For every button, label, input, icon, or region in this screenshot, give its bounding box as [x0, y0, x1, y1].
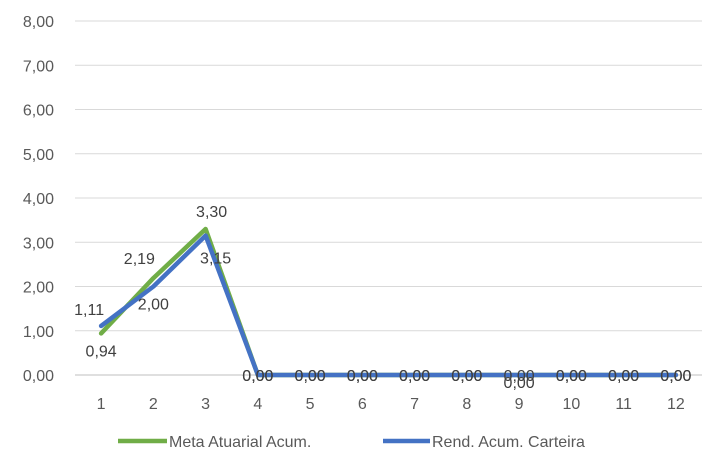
x-tick-label: 1: [97, 396, 106, 413]
data-label-meta: 0,00: [608, 368, 639, 385]
legend-label: Rend. Acum. Carteira: [432, 434, 585, 451]
data-label-rend: 0,00: [451, 368, 482, 385]
data-label-rend: 0,00: [399, 368, 430, 385]
data-label-meta: 0,00: [660, 368, 691, 385]
data-label-rend: 0,00: [556, 368, 587, 385]
data-label-meta: 2,19: [124, 251, 155, 268]
y-axis-ticks: 0,00 1,00 2,00 3,00 4,00 5,00 6,00 7,00 8,00: [23, 14, 54, 385]
y-tick-label: 3,00: [23, 235, 54, 252]
series-line-rend-carteira: [98, 233, 679, 378]
data-label-meta: 0,94: [86, 343, 117, 360]
data-label-rend: 0,00: [504, 368, 535, 385]
data-label-rend: 0,00: [347, 368, 378, 385]
data-label-meta: 0,00: [242, 368, 273, 385]
y-tick-label: 0,00: [23, 368, 54, 385]
x-tick-label: 11: [615, 396, 632, 413]
x-tick-label: 9: [515, 396, 524, 413]
x-axis-ticks: 1 2 3 4 5 6 7 8 9 10 11 12: [97, 396, 685, 413]
data-label-rend: 0,00: [242, 368, 273, 385]
y-tick-label: 4,00: [23, 191, 54, 208]
x-tick-label: 2: [149, 396, 158, 413]
data-label-meta: 0,00: [451, 368, 482, 385]
legend-label: Meta Atuarial Acum.: [169, 434, 311, 451]
y-tick-label: 8,00: [23, 14, 54, 31]
y-tick-label: 5,00: [23, 147, 54, 164]
x-tick-label: 4: [253, 396, 262, 413]
y-tick-label: 6,00: [23, 103, 54, 120]
data-label-meta: 3,30: [196, 204, 227, 221]
x-tick-label: 6: [358, 396, 367, 413]
y-tick-label: 1,00: [23, 324, 54, 341]
x-tick-label: 12: [667, 396, 685, 413]
data-label-rend: 3,15: [200, 251, 231, 268]
data-label-meta: 0,00: [504, 375, 535, 392]
data-label-rend: 2,00: [138, 297, 169, 314]
data-label-meta: 0,00: [556, 368, 587, 385]
data-label-rend: 1,11: [74, 302, 104, 319]
x-tick-label: 7: [410, 396, 419, 413]
legend: Meta Atuarial Acum. Rend. Acum. Carteira: [118, 434, 585, 451]
x-tick-label: 3: [201, 396, 210, 413]
x-tick-label: 8: [462, 396, 471, 413]
x-tick-label: 10: [562, 396, 580, 413]
y-tick-label: 2,00: [23, 280, 54, 297]
data-labels: 0,942,193,301,11 2,003,150,000,00 0,000,00…: [74, 204, 691, 392]
x-tick-label: 5: [306, 396, 315, 413]
series-lines: [98, 226, 679, 378]
gridlines: [75, 20, 702, 376]
data-label-rend: 0,00: [660, 368, 691, 385]
data-label-meta: 0,00: [295, 368, 326, 385]
data-label-meta: 0,00: [347, 368, 378, 385]
data-label-rend: 0,00: [608, 368, 639, 385]
y-tick-label: 7,00: [23, 58, 54, 75]
data-label-meta: 0,00: [399, 368, 430, 385]
data-label-rend: 0,00: [295, 368, 326, 385]
